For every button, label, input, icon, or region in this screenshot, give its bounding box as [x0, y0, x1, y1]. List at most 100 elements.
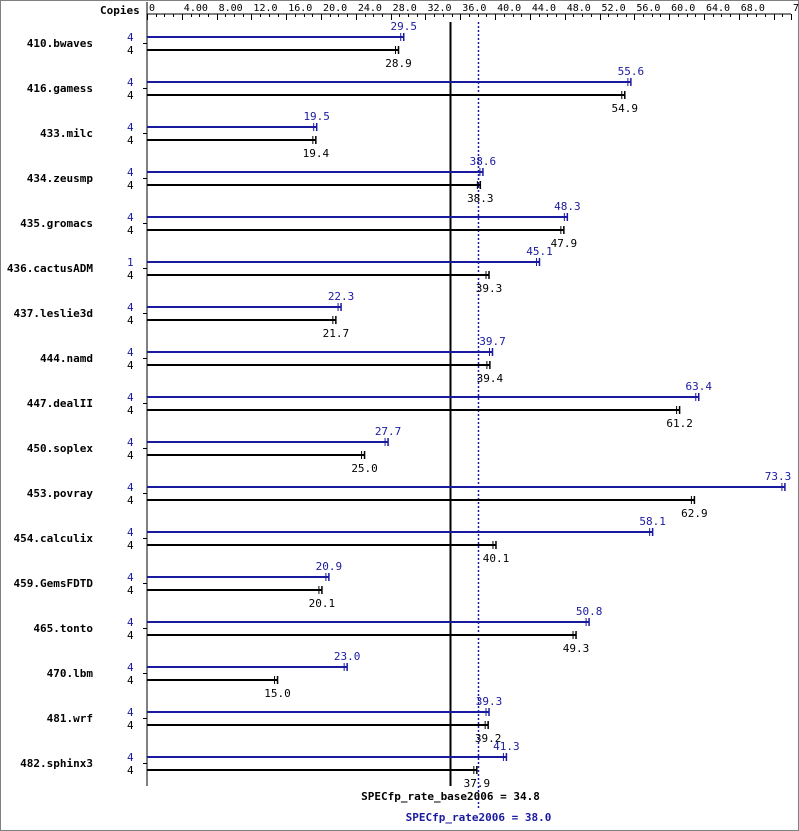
peak-value-label: 38.6 — [470, 155, 497, 168]
base-copies-count: 4 — [127, 359, 134, 372]
x-tick-label: 56.0 — [636, 3, 660, 14]
base-copies-count: 4 — [127, 584, 134, 597]
x-tick-label: 48.0 — [567, 3, 591, 14]
base-copies-count: 4 — [127, 269, 134, 282]
x-tick-label: 28.0 — [393, 3, 417, 14]
base-copies-count: 4 — [127, 179, 134, 192]
base-value-label: 62.9 — [681, 507, 708, 520]
category-label: 433.milc — [40, 127, 93, 140]
peak-copies-count: 4 — [127, 121, 134, 134]
peak-value-label: 55.6 — [618, 65, 645, 78]
peak-copies-count: 4 — [127, 301, 134, 314]
x-tick-label: 52.0 — [602, 3, 626, 14]
category-label: 437.leslie3d — [14, 307, 93, 320]
copies-header: Copies — [100, 4, 140, 17]
peak-value-label: 23.0 — [334, 650, 361, 663]
peak-value-label: 63.4 — [686, 380, 713, 393]
peak-copies-count: 4 — [127, 166, 134, 179]
base-value-label: 47.9 — [551, 237, 578, 250]
base-copies-count: 4 — [127, 314, 134, 327]
x-tick-label: 20.0 — [323, 3, 347, 14]
peak-copies-count: 4 — [127, 31, 134, 44]
x-tick-label: 40.0 — [497, 3, 521, 14]
peak-copies-count: 4 — [127, 751, 134, 764]
base-value-label: 37.9 — [464, 777, 491, 790]
x-tick-label: 24.0 — [358, 3, 382, 14]
base-value-label: 15.0 — [264, 687, 291, 700]
x-tick-label: 4.00 — [184, 3, 208, 14]
base-reference-label: SPECfp_rate_base2006 = 34.8 — [361, 790, 540, 803]
base-value-label: 54.9 — [612, 102, 639, 115]
base-copies-count: 4 — [127, 719, 134, 732]
base-copies-count: 4 — [127, 764, 134, 777]
peak-copies-count: 4 — [127, 76, 134, 89]
x-tick-label: 16.0 — [288, 3, 312, 14]
base-copies-count: 4 — [127, 44, 134, 57]
base-value-label: 19.4 — [303, 147, 330, 160]
peak-value-label: 41.3 — [493, 740, 520, 753]
category-label: 465.tonto — [33, 622, 93, 635]
category-label: 459.GemsFDTD — [14, 577, 94, 590]
base-value-label: 20.1 — [309, 597, 336, 610]
peak-value-label: 58.1 — [639, 515, 666, 528]
base-copies-count: 4 — [127, 224, 134, 237]
category-label: 435.gromacs — [20, 217, 93, 230]
base-value-label: 49.3 — [563, 642, 590, 655]
base-copies-count: 4 — [127, 89, 134, 102]
base-copies-count: 4 — [127, 134, 134, 147]
x-tick-label: 8.00 — [219, 3, 243, 14]
category-label: 444.namd — [40, 352, 93, 365]
category-label: 481.wrf — [47, 712, 93, 725]
peak-value-label: 39.3 — [476, 695, 503, 708]
peak-copies-count: 4 — [127, 481, 134, 494]
category-label: 450.soplex — [27, 442, 94, 455]
base-copies-count: 4 — [127, 404, 134, 417]
peak-copies-count: 4 — [127, 346, 134, 359]
base-value-label: 40.1 — [483, 552, 510, 565]
category-label: 410.bwaves — [27, 37, 93, 50]
category-label: 453.povray — [27, 487, 94, 500]
x-tick-label: 12.0 — [253, 3, 277, 14]
category-label: 434.zeusmp — [27, 172, 94, 185]
peak-copies-count: 4 — [127, 391, 134, 404]
category-label: 470.lbm — [47, 667, 94, 680]
peak-copies-count: 4 — [127, 436, 134, 449]
peak-value-label: 22.3 — [328, 290, 355, 303]
x-tick-label: 32.0 — [427, 3, 451, 14]
x-tick-label: 0 — [149, 3, 155, 14]
base-copies-count: 4 — [127, 539, 134, 552]
peak-copies-count: 4 — [127, 526, 134, 539]
peak-value-label: 45.1 — [526, 245, 553, 258]
x-tick-label: 60.0 — [671, 3, 695, 14]
base-copies-count: 4 — [127, 449, 134, 462]
base-value-label: 39.4 — [477, 372, 504, 385]
peak-value-label: 48.3 — [554, 200, 581, 213]
peak-value-label: 50.8 — [576, 605, 603, 618]
peak-value-label: 29.5 — [390, 20, 417, 33]
peak-reference-label: SPECfp_rate2006 = 38.0 — [406, 811, 552, 824]
peak-copies-count: 4 — [127, 661, 134, 674]
peak-value-label: 19.5 — [303, 110, 330, 123]
x-tick-label: 68.0 — [741, 3, 765, 14]
x-tick-label: 44.0 — [532, 3, 556, 14]
base-copies-count: 4 — [127, 629, 134, 642]
base-value-label: 28.9 — [385, 57, 412, 70]
base-value-label: 61.2 — [666, 417, 693, 430]
x-tick-label: 74.0 — [793, 3, 799, 14]
base-value-label: 21.7 — [323, 327, 350, 340]
peak-value-label: 39.7 — [479, 335, 506, 348]
x-tick-label: 36.0 — [462, 3, 486, 14]
category-label: 436.cactusADM — [7, 262, 93, 275]
peak-value-label: 73.3 — [765, 470, 792, 483]
base-copies-count: 4 — [127, 674, 134, 687]
peak-copies-count: 4 — [127, 571, 134, 584]
peak-value-label: 20.9 — [316, 560, 343, 573]
category-label: 482.sphinx3 — [20, 757, 93, 770]
peak-copies-count: 4 — [127, 706, 134, 719]
peak-copies-count: 4 — [127, 616, 134, 629]
base-value-label: 39.3 — [476, 282, 503, 295]
category-label: 447.dealII — [27, 397, 93, 410]
